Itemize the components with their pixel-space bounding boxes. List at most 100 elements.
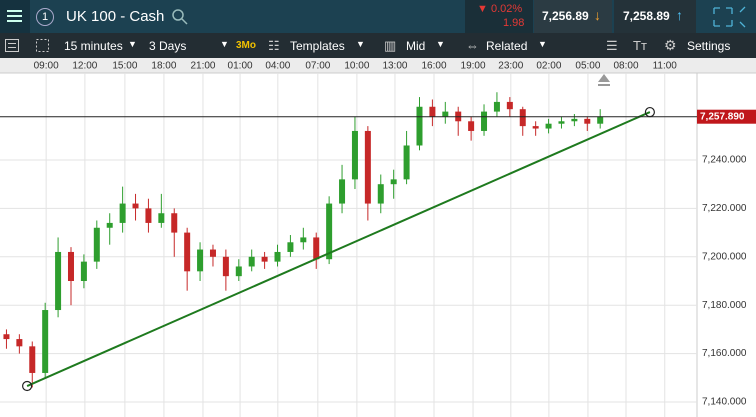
candle-body: [209, 249, 216, 257]
last-price-box: [697, 109, 756, 124]
candle-body: [67, 251, 74, 281]
candle-body: [158, 213, 165, 223]
related-icon: ⇔: [466, 38, 479, 53]
chart: 7,257.890 09:00 12:00 15:00 18:00 21:00 01:00…: [0, 58, 756, 417]
y-tick-label: 7,180.000: [702, 300, 747, 311]
trendline-handle: [644, 106, 655, 118]
layout-icon[interactable]: [36, 39, 49, 52]
templates-select[interactable]: Templates: [290, 39, 345, 53]
dropdown-arrow: ▼: [436, 39, 445, 49]
buy-arrow: ↑: [676, 7, 683, 23]
candle-body: [597, 116, 604, 124]
menu-button[interactable]: [0, 0, 30, 33]
window-icons[interactable]: [710, 4, 754, 30]
templates-icon: ☷: [268, 38, 280, 53]
sell-button[interactable]: 7,256.89 ↓: [534, 0, 612, 33]
candle-body: [416, 106, 423, 146]
candle-body: [93, 227, 100, 262]
candle-body: [55, 251, 62, 311]
text-icon[interactable]: Tт: [633, 38, 647, 53]
sell-arrow: ↓: [594, 7, 601, 23]
candle-body: [390, 179, 397, 185]
instrument-title: UK 100 - Cash: [66, 8, 165, 25]
change-box: ▼ 0.02% 1.98: [465, 0, 533, 33]
x-tick-label: 15:00: [112, 61, 137, 72]
y-tick-label: 7,140.000: [702, 397, 747, 408]
toolbar: 15 minutes ▼ 3 Days ▼ 3Mo ☷ Templates ▼ …: [0, 33, 756, 58]
sell-price: 7,256.89: [542, 9, 589, 23]
candle-body: [558, 121, 565, 124]
x-tick-label: 19:00: [461, 61, 486, 72]
buy-button[interactable]: 7,258.89 ↑: [614, 0, 696, 33]
trendline-handle: [22, 380, 33, 392]
candle-body: [403, 145, 410, 180]
candle-body: [339, 179, 346, 204]
trendline: [26, 111, 651, 387]
candle-body: [80, 261, 87, 281]
x-tick-label: 02:00: [536, 61, 561, 72]
y-tick-label: 7,200.000: [702, 251, 747, 262]
candle-body: [429, 106, 436, 117]
range-badge[interactable]: 3Mo: [236, 40, 256, 51]
candle-body: [119, 203, 126, 223]
candle-body: [145, 208, 152, 223]
candle-body: [248, 256, 255, 267]
price-icon: ▥: [384, 38, 397, 53]
candle-body: [364, 130, 371, 204]
last-price-label: 7,257.890: [700, 111, 745, 122]
candle-body: [132, 203, 139, 209]
change-arrow: ▼: [477, 3, 488, 15]
candle-body: [222, 256, 229, 277]
candle-body: [584, 118, 591, 124]
candle-body: [519, 109, 526, 127]
related-select[interactable]: Related: [486, 39, 528, 53]
candle-body: [571, 118, 578, 122]
buy-price: 7,258.89: [623, 9, 670, 23]
candle-body: [493, 101, 500, 112]
candle-body: [3, 334, 10, 340]
dropdown-arrow: ▼: [220, 39, 229, 49]
y-tick-label: 7,160.000: [702, 348, 747, 359]
alerts-badge[interactable]: 1: [36, 8, 54, 26]
candle-body: [326, 203, 333, 260]
candle-body: [274, 251, 281, 262]
x-tick-label: 09:00: [34, 61, 59, 72]
candle-body: [545, 123, 552, 129]
y-tick-label: 7,240.000: [702, 155, 747, 166]
candle-body: [313, 237, 320, 260]
candle-body: [506, 101, 513, 110]
candle-body: [481, 111, 488, 131]
dropdown-arrow: ▼: [128, 39, 137, 49]
x-tick-label: 07:00: [305, 61, 330, 72]
x-tick-label: 21:00: [190, 61, 215, 72]
range-select[interactable]: 3 Days: [149, 39, 187, 53]
dropdown-arrow: ▼: [538, 39, 547, 49]
candle-body: [42, 310, 49, 373]
candle-body: [377, 184, 384, 204]
x-tick-label: 01:00: [228, 61, 253, 72]
dropdown-arrow: ▼: [356, 39, 365, 49]
x-tick-label: 08:00: [613, 61, 638, 72]
y-tick-label: 7,220.000: [702, 203, 747, 214]
x-tick-label: 23:00: [498, 61, 523, 72]
candle-body: [261, 256, 268, 262]
scroll-home-icon[interactable]: [598, 74, 610, 86]
x-tick-label: 11:00: [653, 61, 678, 72]
change-abs: 1.98: [503, 17, 525, 29]
settings-button[interactable]: Settings: [687, 39, 731, 53]
list-icon[interactable]: [5, 39, 19, 52]
interval-select[interactable]: 15 minutes: [64, 39, 123, 53]
price-type-select[interactable]: Mid: [406, 39, 426, 53]
search-icon[interactable]: [171, 8, 189, 26]
x-tick-label: 12:00: [72, 61, 97, 72]
x-tick-label: 13:00: [382, 61, 407, 72]
candle-body: [442, 111, 449, 117]
candle-body: [532, 126, 539, 129]
x-tick-label: 05:00: [575, 61, 600, 72]
time-axis-band: [0, 58, 756, 73]
drawings-icon[interactable]: ☰: [606, 38, 618, 53]
candle-body: [300, 237, 307, 243]
candle-body: [468, 121, 475, 131]
